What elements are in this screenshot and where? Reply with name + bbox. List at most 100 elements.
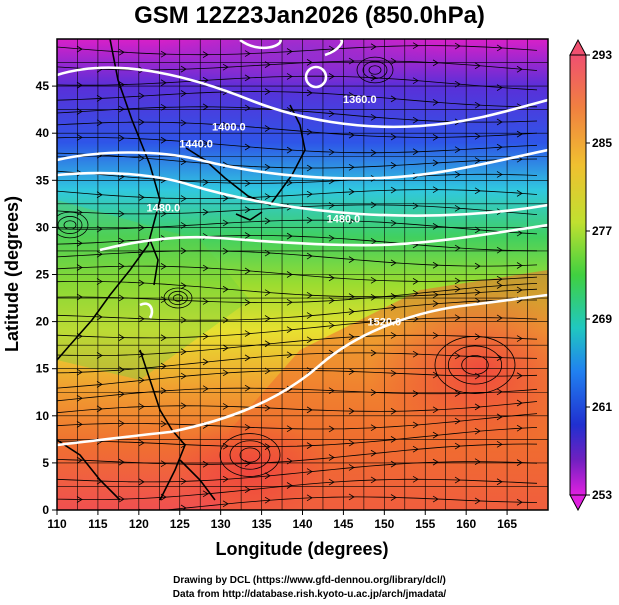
x-axis-title: Longitude (degrees) (215, 539, 388, 559)
streamline (57, 413, 538, 430)
streamline-arrow (180, 348, 187, 356)
streamline-arrow (96, 250, 103, 258)
streamline-arrow (160, 420, 167, 428)
y-tick-label: 0 (42, 503, 49, 517)
streamline-arrow (432, 99, 439, 106)
streamline-arrow (160, 334, 167, 342)
streamline-arrow (138, 439, 145, 447)
streamline-arrow (412, 390, 419, 397)
x-tick-label: 160 (456, 517, 476, 531)
streamline-arrow (390, 57, 397, 65)
lat-lon-grid (57, 39, 548, 510)
streamline-arrow (264, 88, 271, 95)
streamline-arrow (138, 403, 145, 410)
contour-label: 1440.0 (179, 138, 213, 150)
streamline-arrow (370, 349, 377, 357)
streamline-arrow (306, 406, 313, 414)
streamline-arrow (244, 143, 251, 151)
streamline-arrow (202, 460, 209, 468)
streamline-arrow (222, 403, 229, 410)
streamline-arrow (454, 476, 461, 484)
streamline-arrow (370, 74, 377, 82)
streamline-arrow (138, 376, 145, 384)
streamline-arrow (76, 394, 83, 402)
streamline-arrow (76, 456, 83, 464)
streamline-arrow (96, 313, 103, 321)
streamline-arrow (412, 350, 419, 358)
streamline-arrow (202, 264, 209, 272)
streamline-arrow (222, 344, 229, 352)
colorbar-label: 293 (592, 48, 612, 62)
streamline (57, 370, 538, 389)
streamline-arrow (390, 304, 397, 311)
streamline-arrow (306, 468, 313, 475)
streamline-arrow (264, 340, 271, 348)
streamline-arrow (390, 460, 397, 468)
streamline-arrow (348, 368, 355, 375)
streamline (57, 219, 538, 235)
streamline (57, 75, 538, 91)
streamline-arrow (474, 132, 481, 140)
streamline-arrow (180, 316, 187, 324)
streamline-arrow (348, 493, 355, 501)
eddy-streamline (57, 211, 89, 239)
eddy-streamline (356, 56, 394, 84)
streamline-arrow (516, 424, 523, 432)
streamline-arrow (96, 95, 103, 102)
streamline-arrow (432, 495, 439, 503)
streamline (57, 170, 538, 184)
colorbar-label: 253 (592, 488, 612, 502)
streamline-arrow (328, 73, 335, 80)
streamline-arrow (454, 146, 461, 154)
credit-drawing: Drawing by DCL (https://www.gfd-dennou.o… (173, 575, 446, 586)
streamline-arrow (474, 289, 481, 296)
streamline-arrow (96, 278, 103, 285)
streamline-arrow (264, 217, 271, 225)
streamline-arrow (474, 157, 481, 164)
streamline-arrow (202, 103, 209, 111)
y-tick-label: 5 (42, 456, 49, 470)
streamline-arrow (390, 219, 397, 227)
streamline-arrow (412, 148, 419, 156)
streamline-arrow (264, 404, 271, 412)
streamline-arrow (432, 291, 439, 299)
streamline-arrow (138, 279, 145, 287)
streamline-arrow (474, 372, 481, 380)
streamline-arrow (244, 354, 251, 362)
streamline-arrow (180, 372, 187, 380)
streamline-arrow (432, 300, 439, 307)
streamline-arrow (328, 148, 335, 156)
streamline-arrow (180, 158, 187, 166)
streamline-arrow (390, 95, 397, 103)
streamline-arrow (76, 421, 83, 428)
streamline-arrow (496, 440, 503, 448)
streamline-arrow (496, 143, 503, 151)
streamline-arrow (454, 417, 461, 425)
eddy-streamline (239, 447, 261, 463)
streamline-arrow (76, 293, 83, 301)
streamline-arrow (264, 315, 271, 322)
streamline (57, 45, 538, 56)
contour-label: 1520.0 (368, 316, 402, 328)
streamline-arrow (432, 371, 439, 379)
streamline-arrow (76, 81, 83, 89)
streamline-arrow (496, 246, 503, 254)
streamline-arrow (286, 146, 293, 154)
y-tick-label: 25 (36, 268, 50, 282)
streamline-arrow (264, 289, 271, 297)
streamline-arrow (432, 458, 439, 466)
streamline-arrow (496, 282, 503, 289)
streamline-arrow (474, 458, 481, 466)
streamline-arrow (412, 421, 419, 429)
x-tick-label: 110 (47, 517, 67, 531)
streamline-arrow (516, 262, 523, 269)
streamline-arrow (222, 63, 229, 71)
streamline-arrow (516, 335, 523, 342)
streamline-arrow (202, 490, 209, 498)
streamline-arrow (516, 229, 523, 237)
streamline-arrow (306, 494, 313, 502)
contour-label: 1480.0 (327, 214, 361, 226)
x-tick-label: 150 (374, 517, 394, 531)
streamline-arrow (96, 191, 103, 199)
